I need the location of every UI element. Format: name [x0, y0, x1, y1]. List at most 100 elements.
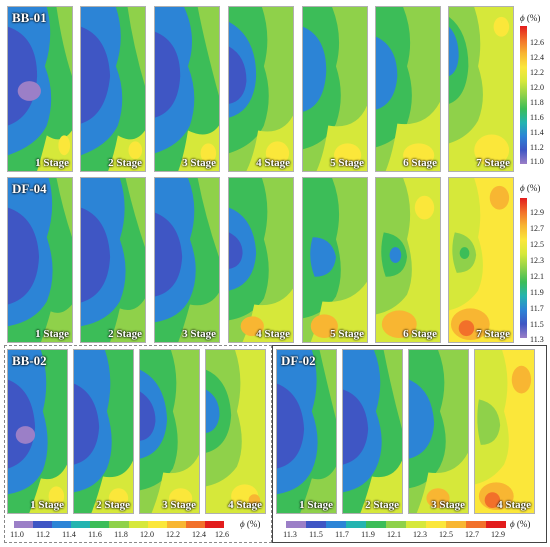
contour-panel: 6 Stage [375, 6, 441, 172]
colorbar-tick: 11.2 [530, 143, 544, 152]
stage-label: 5 Stage [330, 328, 364, 340]
colorbar-tick: 12.6 [530, 38, 544, 47]
stage-label: 4 Stage [228, 499, 262, 511]
contour-map [376, 178, 440, 342]
contour-map [155, 7, 219, 171]
sample-label: DF-04 [12, 181, 47, 196]
colorbar-title: ϕ (%) [240, 519, 260, 529]
stage-label: 4 Stage [256, 328, 290, 340]
contour-map [8, 350, 67, 513]
contour-map [229, 7, 293, 171]
contour-panel: 5 Stage [302, 177, 368, 343]
contour-map [155, 178, 219, 342]
contour-map [8, 7, 72, 171]
sample-label: DF-02 [281, 353, 316, 368]
contour-panel: 2 Stage [80, 6, 146, 172]
contour-panel: 3 Stage [154, 6, 220, 172]
colorbar-tick: 11.7 [335, 530, 349, 539]
contour-map [81, 178, 145, 342]
stage-label: 4 Stage [497, 499, 531, 511]
contour-panel: DF-02 1 Stage [276, 349, 337, 514]
sample-label: BB-02 [12, 353, 47, 368]
contour-panel: 7 Stage [448, 6, 514, 172]
colorbar-tick: 11.8 [114, 530, 128, 539]
stage-label: 2 Stage [96, 499, 130, 511]
colorbar-tick: 11.9 [530, 288, 544, 297]
contour-map [303, 7, 367, 171]
colorbar-tick: 11.6 [530, 113, 544, 122]
colorbar-tick: 11.0 [10, 530, 24, 539]
group-frame-df-02 [272, 345, 547, 543]
colorbar-tick: 12.0 [530, 83, 544, 92]
contour-map [74, 350, 133, 513]
colorbar-title: ϕ (%) [520, 183, 540, 193]
colorbar-tick: 12.9 [491, 530, 505, 539]
contour-map [229, 178, 293, 342]
phi-symbol: ϕ [240, 519, 245, 529]
unit-label: (%) [526, 13, 541, 23]
stage-label: 2 Stage [108, 328, 142, 340]
contour-map [303, 178, 367, 342]
contour-map [409, 350, 468, 513]
unit-label: (%) [516, 519, 531, 529]
phi-symbol: ϕ [520, 13, 525, 23]
contour-panel: 2 Stage [73, 349, 134, 514]
colorbar-tick: 12.6 [215, 530, 229, 539]
colorbar-tick: 11.2 [36, 530, 50, 539]
colorbar-tick: 12.4 [192, 530, 206, 539]
phi-symbol: ϕ [520, 183, 525, 193]
colorbar-tick: 11.4 [62, 530, 76, 539]
sample-label: BB-01 [12, 10, 47, 25]
colorbar-tick: 12.1 [530, 272, 544, 281]
colorbar-tick: 11.8 [530, 98, 544, 107]
stage-label: 7 Stage [476, 157, 510, 169]
colorbar-tick: 12.7 [465, 530, 479, 539]
colorbar-tick: 11.5 [530, 320, 544, 329]
contour-panel: 2 Stage [80, 177, 146, 343]
contour-panel: 4 Stage [228, 177, 294, 343]
contour-map [277, 350, 336, 513]
stage-label: 1 Stage [35, 157, 69, 169]
colorbar-tick: 12.7 [530, 224, 544, 233]
stage-label: 2 Stage [108, 157, 142, 169]
colorbar-tick: 11.9 [361, 530, 375, 539]
contour-map [81, 7, 145, 171]
stage-label: 2 Stage [365, 499, 399, 511]
contour-panel: 5 Stage [302, 6, 368, 172]
colorbar [14, 521, 225, 528]
contour-map [8, 178, 72, 342]
stage-label: 6 Stage [403, 157, 437, 169]
contour-panel: 7 Stage [448, 177, 514, 343]
colorbar-tick: 12.2 [530, 68, 544, 77]
stage-label: 3 Stage [182, 157, 216, 169]
colorbar-tick: 11.5 [309, 530, 323, 539]
contour-panel: 3 Stage [154, 177, 220, 343]
colorbar-tick: 12.0 [140, 530, 154, 539]
contour-panel: 3 Stage [139, 349, 200, 514]
colorbar-tick: 12.4 [530, 53, 544, 62]
contour-panel: 4 Stage [228, 6, 294, 172]
contour-panel: 4 Stage [205, 349, 266, 514]
contour-panel: BB-01 1 Stage [7, 6, 73, 172]
stage-label: 1 Stage [299, 499, 333, 511]
stage-label: 3 Stage [182, 328, 216, 340]
contour-map [449, 7, 513, 171]
stage-label: 7 Stage [476, 328, 510, 340]
contour-map [475, 350, 534, 513]
colorbar-tick: 12.1 [387, 530, 401, 539]
contour-map [376, 7, 440, 171]
contour-panel: BB-02 1 Stage [7, 349, 68, 514]
unit-label: (%) [526, 183, 541, 193]
colorbar-tick: 11.3 [283, 530, 297, 539]
stage-label: 5 Stage [330, 157, 364, 169]
colorbar-tick: 12.5 [439, 530, 453, 539]
contour-panel: 3 Stage [408, 349, 469, 514]
contour-panel: 2 Stage [342, 349, 403, 514]
colorbar [520, 26, 527, 164]
unit-label: (%) [246, 519, 261, 529]
stage-label: 4 Stage [256, 157, 290, 169]
contour-map [449, 178, 513, 342]
stage-label: 1 Stage [30, 499, 64, 511]
colorbar-tick: 12.9 [530, 208, 544, 217]
contour-map [343, 350, 402, 513]
